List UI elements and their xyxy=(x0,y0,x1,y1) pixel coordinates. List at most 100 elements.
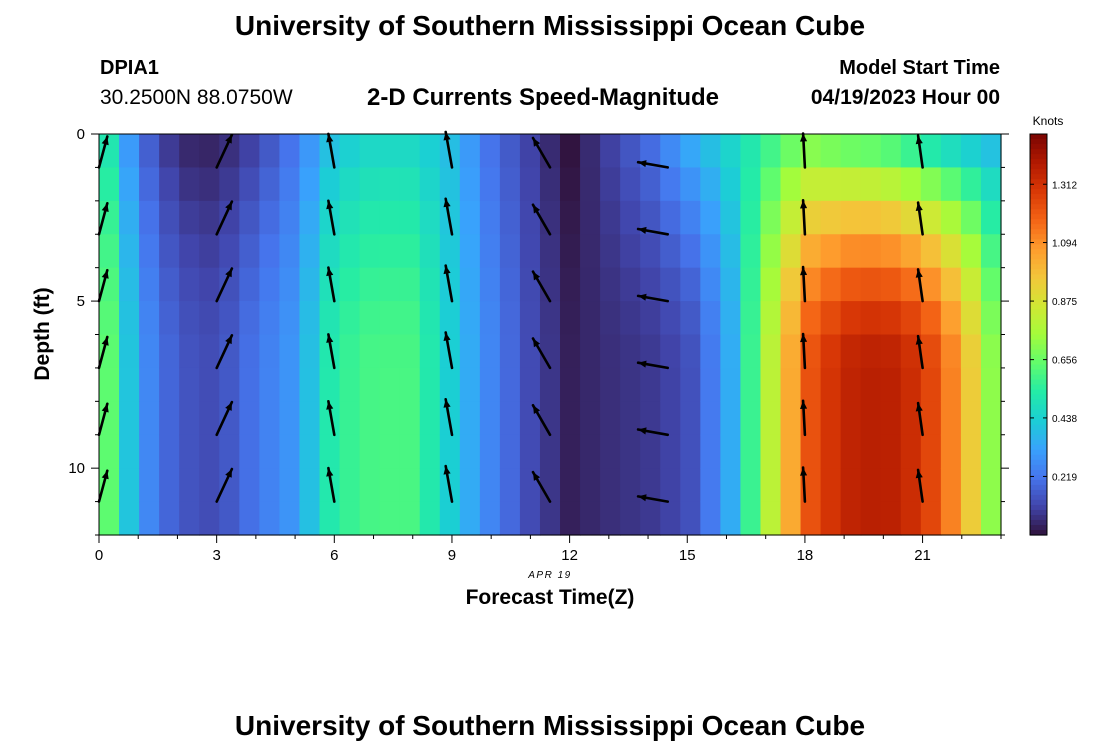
x-tick-label: 9 xyxy=(448,547,456,564)
colorbar-segment xyxy=(1030,484,1047,491)
heatmap-cell xyxy=(960,434,982,469)
heatmap-cell xyxy=(580,401,601,436)
heatmap-cell xyxy=(219,301,240,336)
heatmap-cell xyxy=(259,367,280,402)
heatmap-cell xyxy=(600,200,621,235)
heatmap-cell xyxy=(419,501,441,536)
heatmap-cell xyxy=(560,267,581,302)
heatmap-cell xyxy=(600,434,621,469)
current-arrow xyxy=(800,132,808,169)
heatmap-cell xyxy=(539,434,561,469)
heatmap-cell xyxy=(239,434,260,469)
colorbar-segment xyxy=(1030,279,1047,285)
arrow-head xyxy=(800,400,808,409)
colorbar-segment xyxy=(1030,434,1047,441)
heatmap-cell xyxy=(660,434,681,469)
heatmap-cell xyxy=(740,301,762,336)
arrow-head xyxy=(225,201,232,211)
heatmap-cell xyxy=(940,200,962,235)
heatmap-cell xyxy=(119,234,140,269)
heatmap-cell xyxy=(99,167,120,202)
speed-heatmap xyxy=(99,134,1002,536)
heatmap-cell xyxy=(219,434,240,469)
heatmap-cell xyxy=(620,200,641,235)
arrow-head xyxy=(326,267,334,277)
heatmap-cell xyxy=(960,334,982,369)
current-arrow xyxy=(97,469,109,503)
colorbar-tick-label: 0.438 xyxy=(1052,414,1077,425)
heatmap-cell xyxy=(700,501,721,536)
heatmap-cell xyxy=(780,468,802,503)
heatmap-cell xyxy=(279,134,301,169)
heatmap-cell xyxy=(580,200,601,235)
heatmap-cell xyxy=(820,167,842,202)
heatmap-cell xyxy=(980,334,1002,369)
colorbar-segment xyxy=(1030,219,1047,225)
heatmap-cell xyxy=(219,267,240,302)
heatmap-cell xyxy=(860,200,882,235)
heatmap-cell xyxy=(279,301,301,336)
heatmap-cell xyxy=(660,301,681,336)
heatmap-cell xyxy=(900,367,922,402)
heatmap-cell xyxy=(640,301,661,336)
colorbar-segment xyxy=(1030,274,1047,280)
heatmap-cell xyxy=(499,401,521,436)
heatmap-cell xyxy=(159,200,180,235)
heatmap-cell xyxy=(339,234,361,269)
page-title: University of Southern Mississippi Ocean… xyxy=(234,10,866,41)
heatmap-cell xyxy=(219,134,240,169)
heatmap-cell xyxy=(319,234,341,269)
heatmap-cell xyxy=(660,134,681,169)
current-arrow xyxy=(800,332,808,370)
heatmap-cell xyxy=(199,234,220,269)
colorbar-segment xyxy=(1030,409,1047,416)
heatmap-cell xyxy=(499,301,521,336)
heatmap-cell xyxy=(339,200,361,235)
heatmap-cell xyxy=(660,267,681,302)
heatmap-cell xyxy=(279,468,301,503)
heatmap-cell xyxy=(560,200,581,235)
current-arrow xyxy=(915,468,924,503)
heatmap-cell xyxy=(900,301,922,336)
heatmap-cell xyxy=(880,267,902,302)
heatmap-cell xyxy=(499,200,521,235)
heatmap-cell xyxy=(660,200,681,235)
heatmap-cell xyxy=(139,234,160,269)
heatmap-cell xyxy=(660,501,681,536)
colorbar-segment xyxy=(1030,194,1047,200)
heatmap-cell xyxy=(479,134,501,169)
heatmap-cell xyxy=(479,501,501,536)
heatmap-cell xyxy=(219,367,240,402)
heatmap-cell xyxy=(199,367,220,402)
heatmap-cell xyxy=(119,200,140,235)
heatmap-cell xyxy=(539,468,561,503)
heatmap-cell xyxy=(980,167,1002,202)
page-title-bottom: University of Southern Mississippi Ocean… xyxy=(234,710,866,741)
colorbar-segment xyxy=(1030,504,1047,511)
heatmap-cell xyxy=(419,267,441,302)
heatmap-cell xyxy=(359,367,381,402)
heatmap-cell xyxy=(139,401,160,436)
heatmap-cell xyxy=(960,501,982,536)
heatmap-cell xyxy=(940,334,962,369)
heatmap-cell xyxy=(399,301,421,336)
heatmap-cell xyxy=(219,401,240,436)
heatmap-cell xyxy=(399,134,421,169)
heatmap-cell xyxy=(399,401,421,436)
current-arrow xyxy=(443,331,454,370)
current-arrow xyxy=(215,467,234,503)
heatmap-cell xyxy=(640,267,661,302)
arrow-head xyxy=(326,200,334,210)
heatmap-cell xyxy=(920,200,942,235)
heatmap-cell xyxy=(539,501,561,536)
heatmap-cell xyxy=(359,468,381,503)
heatmap-cell xyxy=(820,200,842,235)
arrow-head xyxy=(101,136,109,146)
heatmap-cell xyxy=(259,468,280,503)
heatmap-cell xyxy=(960,267,982,302)
heatmap-cell xyxy=(299,234,321,269)
heatmap-cell xyxy=(920,167,942,202)
y-axis: 0 5 10 xyxy=(68,126,1009,536)
heatmap-cell xyxy=(700,401,721,436)
heatmap-cell xyxy=(419,401,441,436)
